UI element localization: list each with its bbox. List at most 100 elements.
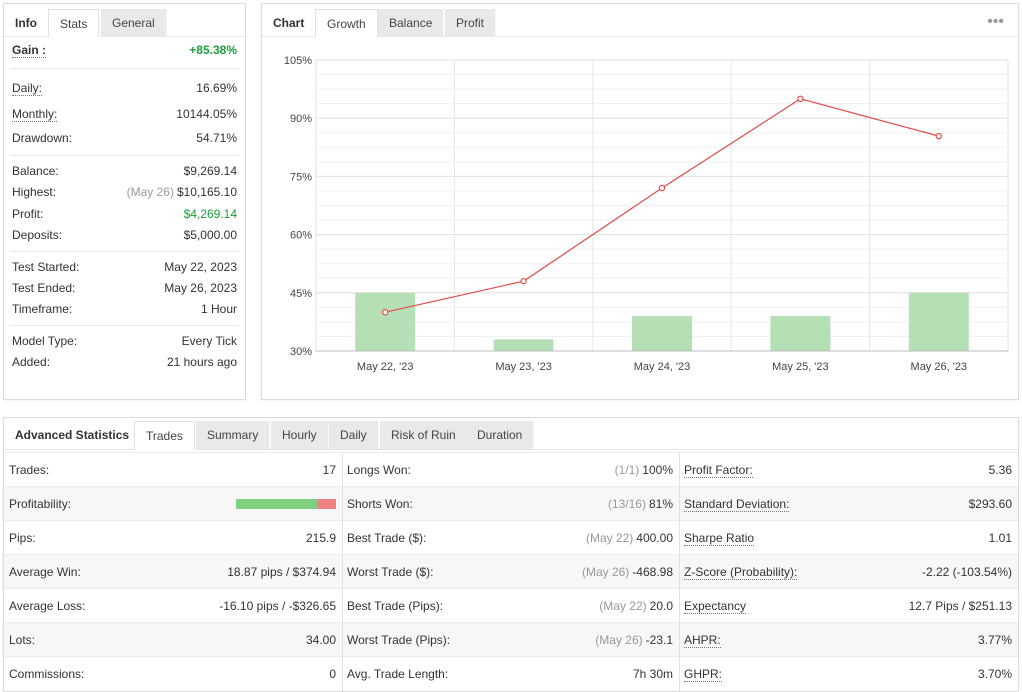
stat-label-text: Z-Score (Probability):	[684, 565, 798, 580]
trades-col-cell: Profitability:	[4, 487, 342, 521]
stat-label: Longs Won:	[347, 453, 411, 487]
stat-value-text: 81%	[648, 497, 673, 511]
stat-value-text: 215.9	[305, 531, 336, 545]
trades-detail-col-cell: Worst Trade (Pips): (May 26) -23.1	[342, 623, 679, 657]
stat-value-text: -16.10 pips / -$326.65	[219, 599, 336, 613]
stat-label: Trades:	[9, 453, 49, 487]
stat-value-text: -23.1	[645, 633, 673, 647]
ratio-col-cell: Profit Factor: 5.36	[679, 453, 1018, 487]
stat-label-text: Sharpe Ratio	[684, 531, 755, 546]
stat-value: (1/1) 100%	[615, 453, 673, 487]
stat-value-text: 1.01	[988, 531, 1012, 545]
table-row: Average Loss: -16.10 pips / -$326.65 Best …	[4, 588, 1018, 622]
stat-label[interactable]: GHPR:	[684, 657, 723, 691]
trades-detail-col-cell: Best Trade (Pips): (May 22) 20.0	[342, 589, 679, 623]
more-dots-icon[interactable]: •••	[987, 13, 1004, 30]
tab-chart[interactable]: Chart	[262, 9, 317, 37]
stat-value: -16.10 pips / -$326.65	[219, 589, 336, 623]
tab-risk-of-ruin[interactable]: Risk of Ruin	[380, 421, 468, 449]
test-ended-row: Test Ended: May 26, 2023	[12, 281, 237, 299]
tab-duration[interactable]: Duration	[466, 421, 535, 449]
stat-label-text: Standard Deviation:	[684, 497, 790, 512]
balance-row: Balance: $9,269.14	[12, 164, 237, 182]
tab-summary[interactable]: Summary	[196, 421, 271, 449]
x-tick-label: May 24, '23	[634, 361, 691, 373]
stat-value: $293.60	[969, 487, 1012, 521]
stat-label[interactable]: Profit Factor:	[684, 453, 753, 487]
daily-value: 16.69%	[196, 81, 237, 95]
highest-value: (May 26) $10,165.10	[127, 185, 237, 199]
gain-value: +85.38%	[189, 43, 237, 57]
stat-value: (May 26) -23.1	[595, 623, 673, 657]
ratio-col-cell: Z-Score (Probability): -2.22 (-103.54%)	[679, 555, 1018, 589]
timeframe-label: Timeframe:	[12, 302, 73, 316]
deposits-row: Deposits: $5,000.00	[12, 228, 237, 246]
stat-label[interactable]: AHPR:	[684, 623, 721, 657]
stat-value: 0	[329, 657, 336, 691]
ratio-col-cell: Expectancy 12.7 Pips / $251.13	[679, 589, 1018, 623]
tab-trades[interactable]: Trades	[134, 421, 195, 450]
tab-stats[interactable]: Stats	[48, 9, 100, 38]
gain-row: Gain : +85.38%	[12, 43, 237, 61]
divider	[10, 155, 239, 156]
chart-panel: Chart Growth Balance Profit ••• 105% 90% 7…	[261, 3, 1019, 400]
test-started-value: May 22, 2023	[164, 260, 237, 274]
deposits-label: Deposits:	[12, 228, 63, 242]
stats-tabbar: Info Stats General	[4, 4, 245, 38]
tab-profit[interactable]: Profit	[445, 9, 497, 37]
stat-value: (May 22) 20.0	[599, 589, 673, 623]
stat-label[interactable]: Z-Score (Probability):	[684, 555, 798, 589]
stat-value-text: 400.00	[636, 531, 673, 545]
tab-balance[interactable]: Balance	[378, 9, 445, 37]
ratio-col-cell: GHPR: 3.70%	[679, 657, 1018, 691]
stat-value: 7h 30m	[633, 657, 673, 691]
bar	[770, 316, 831, 351]
bar	[493, 339, 554, 351]
stat-label: Avg. Trade Length:	[347, 657, 448, 691]
trades-col-cell: Pips: 215.9	[4, 521, 342, 555]
stat-label-text: Profitability:	[9, 497, 72, 511]
balance-value: $9,269.14	[183, 164, 237, 178]
stat-label[interactable]: Sharpe Ratio	[684, 521, 755, 555]
column-divider	[679, 452, 680, 691]
stat-value-text: 0	[329, 667, 336, 681]
stat-detail: (May 26)	[581, 565, 630, 579]
trades-col-cell: Average Win: 18.87 pips / $374.94	[4, 555, 342, 589]
trades-col-cell: Lots: 34.00	[4, 623, 342, 657]
highest-row: Highest: (May 26) $10,165.10	[12, 185, 237, 203]
tab-general[interactable]: General	[101, 9, 167, 37]
stat-value-text: 100%	[642, 463, 673, 477]
tab-hourly[interactable]: Hourly	[271, 421, 329, 449]
ratio-col-cell: Standard Deviation: $293.60	[679, 487, 1018, 521]
stat-label-text: Best Trade (Pips):	[347, 599, 444, 613]
y-tick-label: 30%	[290, 346, 312, 358]
y-tick-label: 60%	[290, 230, 312, 242]
added-value: 21 hours ago	[166, 355, 237, 369]
tab-info[interactable]: Info	[4, 9, 49, 37]
daily-label[interactable]: Daily:	[12, 81, 43, 96]
highest-amount: $10,165.10	[176, 185, 237, 199]
stat-label-text: Commissions:	[9, 667, 85, 681]
stat-label[interactable]: Standard Deviation:	[684, 487, 790, 521]
growth-chart: 105% 90% 75% 60% 45% 30% May 22, '23 May 23, '2…	[284, 55, 1009, 373]
stat-label[interactable]: Expectancy	[684, 589, 747, 623]
monthly-label[interactable]: Monthly:	[12, 107, 58, 122]
stat-value-text: 12.7 Pips / $251.13	[908, 599, 1012, 613]
stat-label-text: Pips:	[9, 531, 36, 545]
gain-label[interactable]: Gain :	[12, 43, 47, 58]
tab-growth[interactable]: Growth	[315, 9, 378, 38]
column-divider	[342, 452, 343, 691]
y-tick-label: 45%	[290, 288, 312, 300]
stats-panel: Info Stats General Gain : +85.38% Daily:…	[3, 3, 246, 400]
tab-daily[interactable]: Daily	[329, 421, 379, 449]
trades-col-cell: Commissions: 0	[4, 657, 342, 691]
x-tick-label: May 22, '23	[357, 361, 414, 373]
stat-label: Average Loss:	[9, 589, 86, 623]
stat-value: 17	[323, 453, 336, 487]
stat-label: Commissions:	[9, 657, 84, 691]
stat-value-text: 17	[322, 463, 336, 477]
stat-detail: (13/16)	[607, 497, 646, 511]
bar	[355, 292, 416, 351]
stat-label: Pips:	[9, 521, 36, 555]
stat-label-text: Best Trade ($):	[347, 531, 427, 545]
